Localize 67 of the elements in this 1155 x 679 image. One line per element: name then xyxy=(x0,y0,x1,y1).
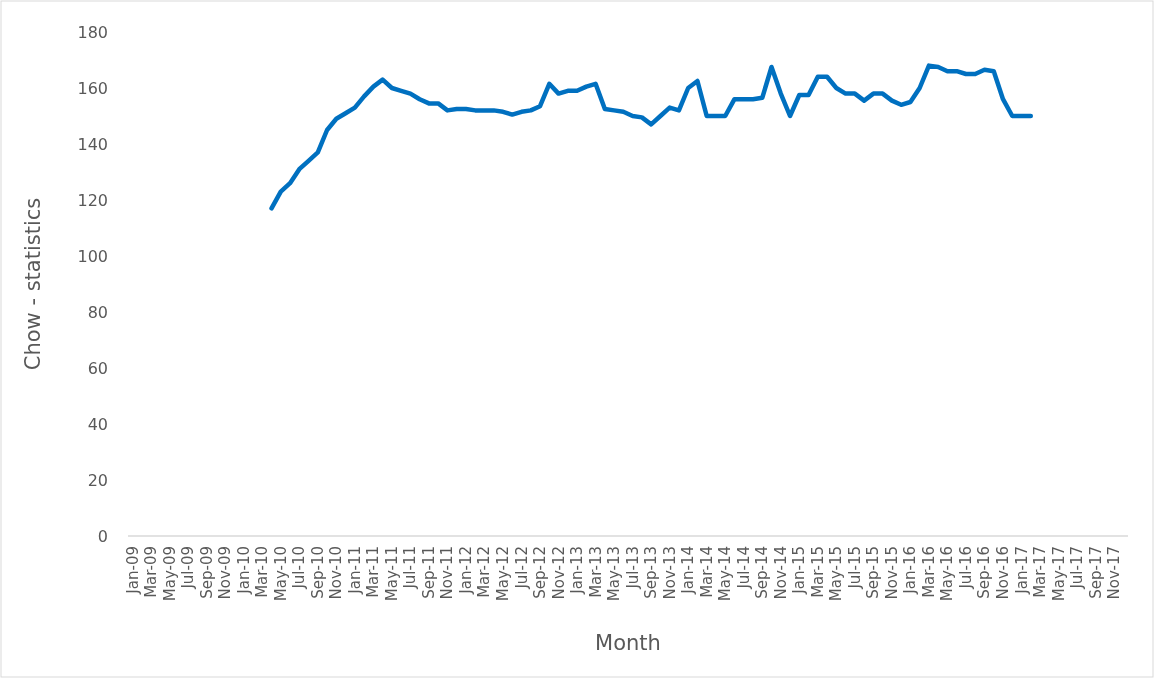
x-tick-label: Sep-17 xyxy=(1086,546,1105,599)
x-tick-label: May-17 xyxy=(1049,546,1068,602)
y-tick-label: 60 xyxy=(87,358,108,378)
x-tick-label: Mar-16 xyxy=(919,546,938,598)
x-tick-label: Mar-15 xyxy=(808,546,827,598)
x-tick-label: May-14 xyxy=(716,546,735,602)
x-tick-label: Mar-10 xyxy=(253,546,272,598)
y-tick-label: 100 xyxy=(77,246,108,266)
y-axis-title: Chow - statistics xyxy=(21,197,45,371)
x-tick-label: Mar-11 xyxy=(364,546,383,598)
x-tick-label: Nov-13 xyxy=(660,546,679,600)
y-tick-label: 40 xyxy=(87,414,108,434)
x-tick-label: May-13 xyxy=(605,546,624,602)
y-tick-label: 180 xyxy=(77,22,108,42)
x-tick-label: Jul-11 xyxy=(401,546,420,590)
y-tick-label: 0 xyxy=(97,526,108,546)
x-tick-label: Sep-15 xyxy=(864,546,883,599)
x-tick-label: Jul-15 xyxy=(845,546,864,590)
x-tick-label: Nov-10 xyxy=(327,546,346,600)
x-tick-label: Jan-10 xyxy=(234,546,253,595)
x-tick-label: Nov-15 xyxy=(882,546,901,600)
x-tick-label: Nov-09 xyxy=(216,546,235,600)
x-tick-label: Sep-16 xyxy=(975,546,994,599)
x-axis-title: Month xyxy=(595,631,661,655)
x-tick-label: Jul-12 xyxy=(512,546,531,590)
x-tick-label: Jan-12 xyxy=(456,546,475,595)
x-tick-label: Jan-11 xyxy=(345,546,364,595)
x-tick-label: May-11 xyxy=(382,546,401,602)
x-tick-label: Sep-13 xyxy=(642,546,661,599)
x-tick-label: Jul-17 xyxy=(1068,546,1087,590)
x-tick-label: Jul-13 xyxy=(623,546,642,590)
x-tick-label: May-09 xyxy=(160,546,179,602)
x-tick-label: Jan-17 xyxy=(1012,546,1031,595)
y-tick-label: 160 xyxy=(77,78,108,98)
x-tick-label: Nov-16 xyxy=(994,546,1012,600)
y-tick-label: 20 xyxy=(87,470,108,490)
x-tick-label: May-15 xyxy=(827,546,846,602)
x-tick-label: Jul-14 xyxy=(734,546,753,590)
x-tick-label: Sep-10 xyxy=(308,546,327,599)
x-tick-label: Mar-14 xyxy=(697,546,716,598)
x-tick-label: Sep-11 xyxy=(419,546,438,599)
x-tick-label: Sep-09 xyxy=(197,546,216,599)
x-tick-label: Jan-15 xyxy=(790,546,809,595)
x-tick-label: Nov-14 xyxy=(771,546,790,600)
x-tick-label: Nov-12 xyxy=(549,546,568,600)
x-tick-label: Nov-11 xyxy=(438,546,457,600)
y-tick-label: 80 xyxy=(87,302,108,322)
x-tick-label: Jul-16 xyxy=(956,546,975,590)
line-series xyxy=(269,63,1034,211)
x-tick-label: Jan-09 xyxy=(123,546,142,595)
x-tick-label: Mar-17 xyxy=(1031,546,1050,598)
x-tick-label: Sep-12 xyxy=(531,546,550,599)
x-tick-label: May-16 xyxy=(938,546,957,602)
x-tick-label: Jul-09 xyxy=(179,546,198,590)
x-tick-label: May-12 xyxy=(494,546,512,602)
y-tick-label: 120 xyxy=(77,190,108,210)
x-tick-label: Jan-14 xyxy=(679,546,698,595)
x-tick-label: Mar-12 xyxy=(475,546,494,598)
x-tick-label: Jan-16 xyxy=(901,546,920,595)
x-tick-label: Sep-14 xyxy=(753,546,772,599)
x-tick-label: Mar-09 xyxy=(142,546,161,598)
x-tick-label: Jul-10 xyxy=(290,546,309,590)
x-tick-label: May-10 xyxy=(271,546,290,602)
y-tick-label: 140 xyxy=(77,134,108,154)
x-tick-label: Jan-13 xyxy=(568,546,587,595)
x-tick-label: Mar-13 xyxy=(586,546,605,598)
x-tick-label: Nov-17 xyxy=(1105,546,1124,600)
